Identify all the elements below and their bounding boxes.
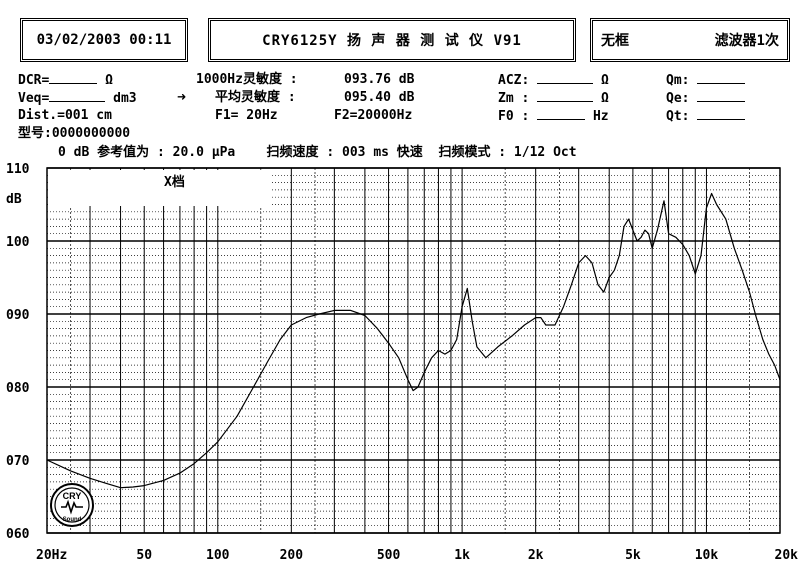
qe-value-blank [697, 90, 746, 102]
qe-label: Qe: [666, 91, 690, 106]
f0-value-blank [537, 108, 586, 120]
y-tick-label: 060 [6, 527, 30, 542]
qe-row: Qe: [666, 90, 746, 106]
acz-value-blank [537, 72, 594, 84]
sensitivity-avg-value: 095.40 dB [344, 90, 415, 105]
qm-value-blank [697, 72, 746, 84]
arrow-icon: ➜ [177, 88, 187, 106]
x-tick-label: 20Hz [36, 548, 67, 563]
model-text: 型号:0000000000 [18, 126, 131, 141]
x-tick-label: 50 [136, 548, 152, 563]
app-title: CRY6125Y 扬 声 器 测 试 仪 V91 [262, 33, 522, 49]
sensitivity-avg-label: 平均灵敏度 : [215, 90, 296, 105]
zm-label: Zm : [498, 91, 530, 106]
acz-unit: Ω [600, 73, 609, 88]
acz-label: ACZ: [498, 73, 530, 88]
veq-label: Veq= [18, 91, 50, 106]
dcr-unit: Ω [105, 73, 113, 88]
x-tick-label: 500 [377, 548, 401, 563]
qm-row: Qm: [666, 72, 746, 88]
response-curve [46, 192, 781, 489]
qm-label: Qm: [666, 73, 690, 88]
svg-text:CRY: CRY [63, 491, 82, 501]
legend-box [50, 170, 272, 206]
filter-box: 无框 滤波器1次 [590, 18, 790, 62]
x-tick-label: 100 [206, 548, 230, 563]
veq-row: Veq= dm3 [18, 90, 137, 106]
filter-frame-label: 无框 [601, 33, 629, 49]
svg-text:Sound: Sound [63, 517, 82, 523]
x-tick-label: 1k [454, 548, 470, 563]
y-unit-label: dB [6, 192, 22, 207]
qt-label: Qt: [666, 109, 690, 124]
qt-row: Qt: [666, 108, 746, 124]
x-tick-label: 20k [775, 548, 799, 563]
zm-row: Zm : Ω [498, 90, 609, 106]
sensitivity-1k-label: 1000Hz灵敏度 : [196, 72, 298, 87]
y-tick-label: 090 [6, 308, 30, 323]
x-tick-label: 10k [695, 548, 719, 563]
app-title-box: CRY6125Y 扬 声 器 测 试 仪 V91 [208, 18, 576, 62]
legend-box-label: X档 [164, 174, 185, 190]
f0-unit: Hz [592, 109, 609, 124]
distance-text: Dist.=001 cm [18, 108, 112, 123]
x-tick-label: 2k [528, 548, 544, 563]
date-time-display: 03/02/2003 00:11 [20, 18, 188, 62]
y-tick-label: 110 [6, 162, 30, 177]
f2-text: F2=20000Hz [334, 108, 413, 123]
sensitivity-1k-value: 093.76 dB [344, 72, 415, 87]
f1-text: F1= 20Hz [215, 108, 278, 123]
x-tick-label: 200 [280, 548, 304, 563]
f0-label: F0 : [498, 109, 530, 124]
plot-frame [46, 167, 781, 534]
y-tick-label: 070 [6, 454, 30, 469]
status-line: 0 dB 参考值为 : 20.0 μPa 扫频速度 : 003 ms 快速 扫频… [58, 145, 577, 160]
date-time-text: 03/02/2003 00:11 [36, 32, 172, 48]
y-tick-label: 100 [6, 235, 30, 250]
veq-value-blank [49, 90, 106, 102]
zm-unit: Ω [600, 91, 609, 106]
f0-row: F0 : Hz [498, 108, 609, 124]
acz-row: ACZ: Ω [498, 72, 609, 88]
filter-order-label: 滤波器1次 [714, 33, 779, 49]
x-tick-label: 5k [625, 548, 641, 563]
y-tick-label: 080 [6, 381, 30, 396]
veq-unit: dm3 [113, 91, 137, 106]
dcr-value-blank [49, 72, 98, 84]
qt-value-blank [697, 108, 746, 120]
zm-value-blank [537, 90, 594, 102]
dcr-label: DCR= [18, 73, 50, 88]
cry-sound-logo: CRY Sound [50, 483, 94, 527]
dcr-row: DCR= Ω [18, 72, 113, 88]
